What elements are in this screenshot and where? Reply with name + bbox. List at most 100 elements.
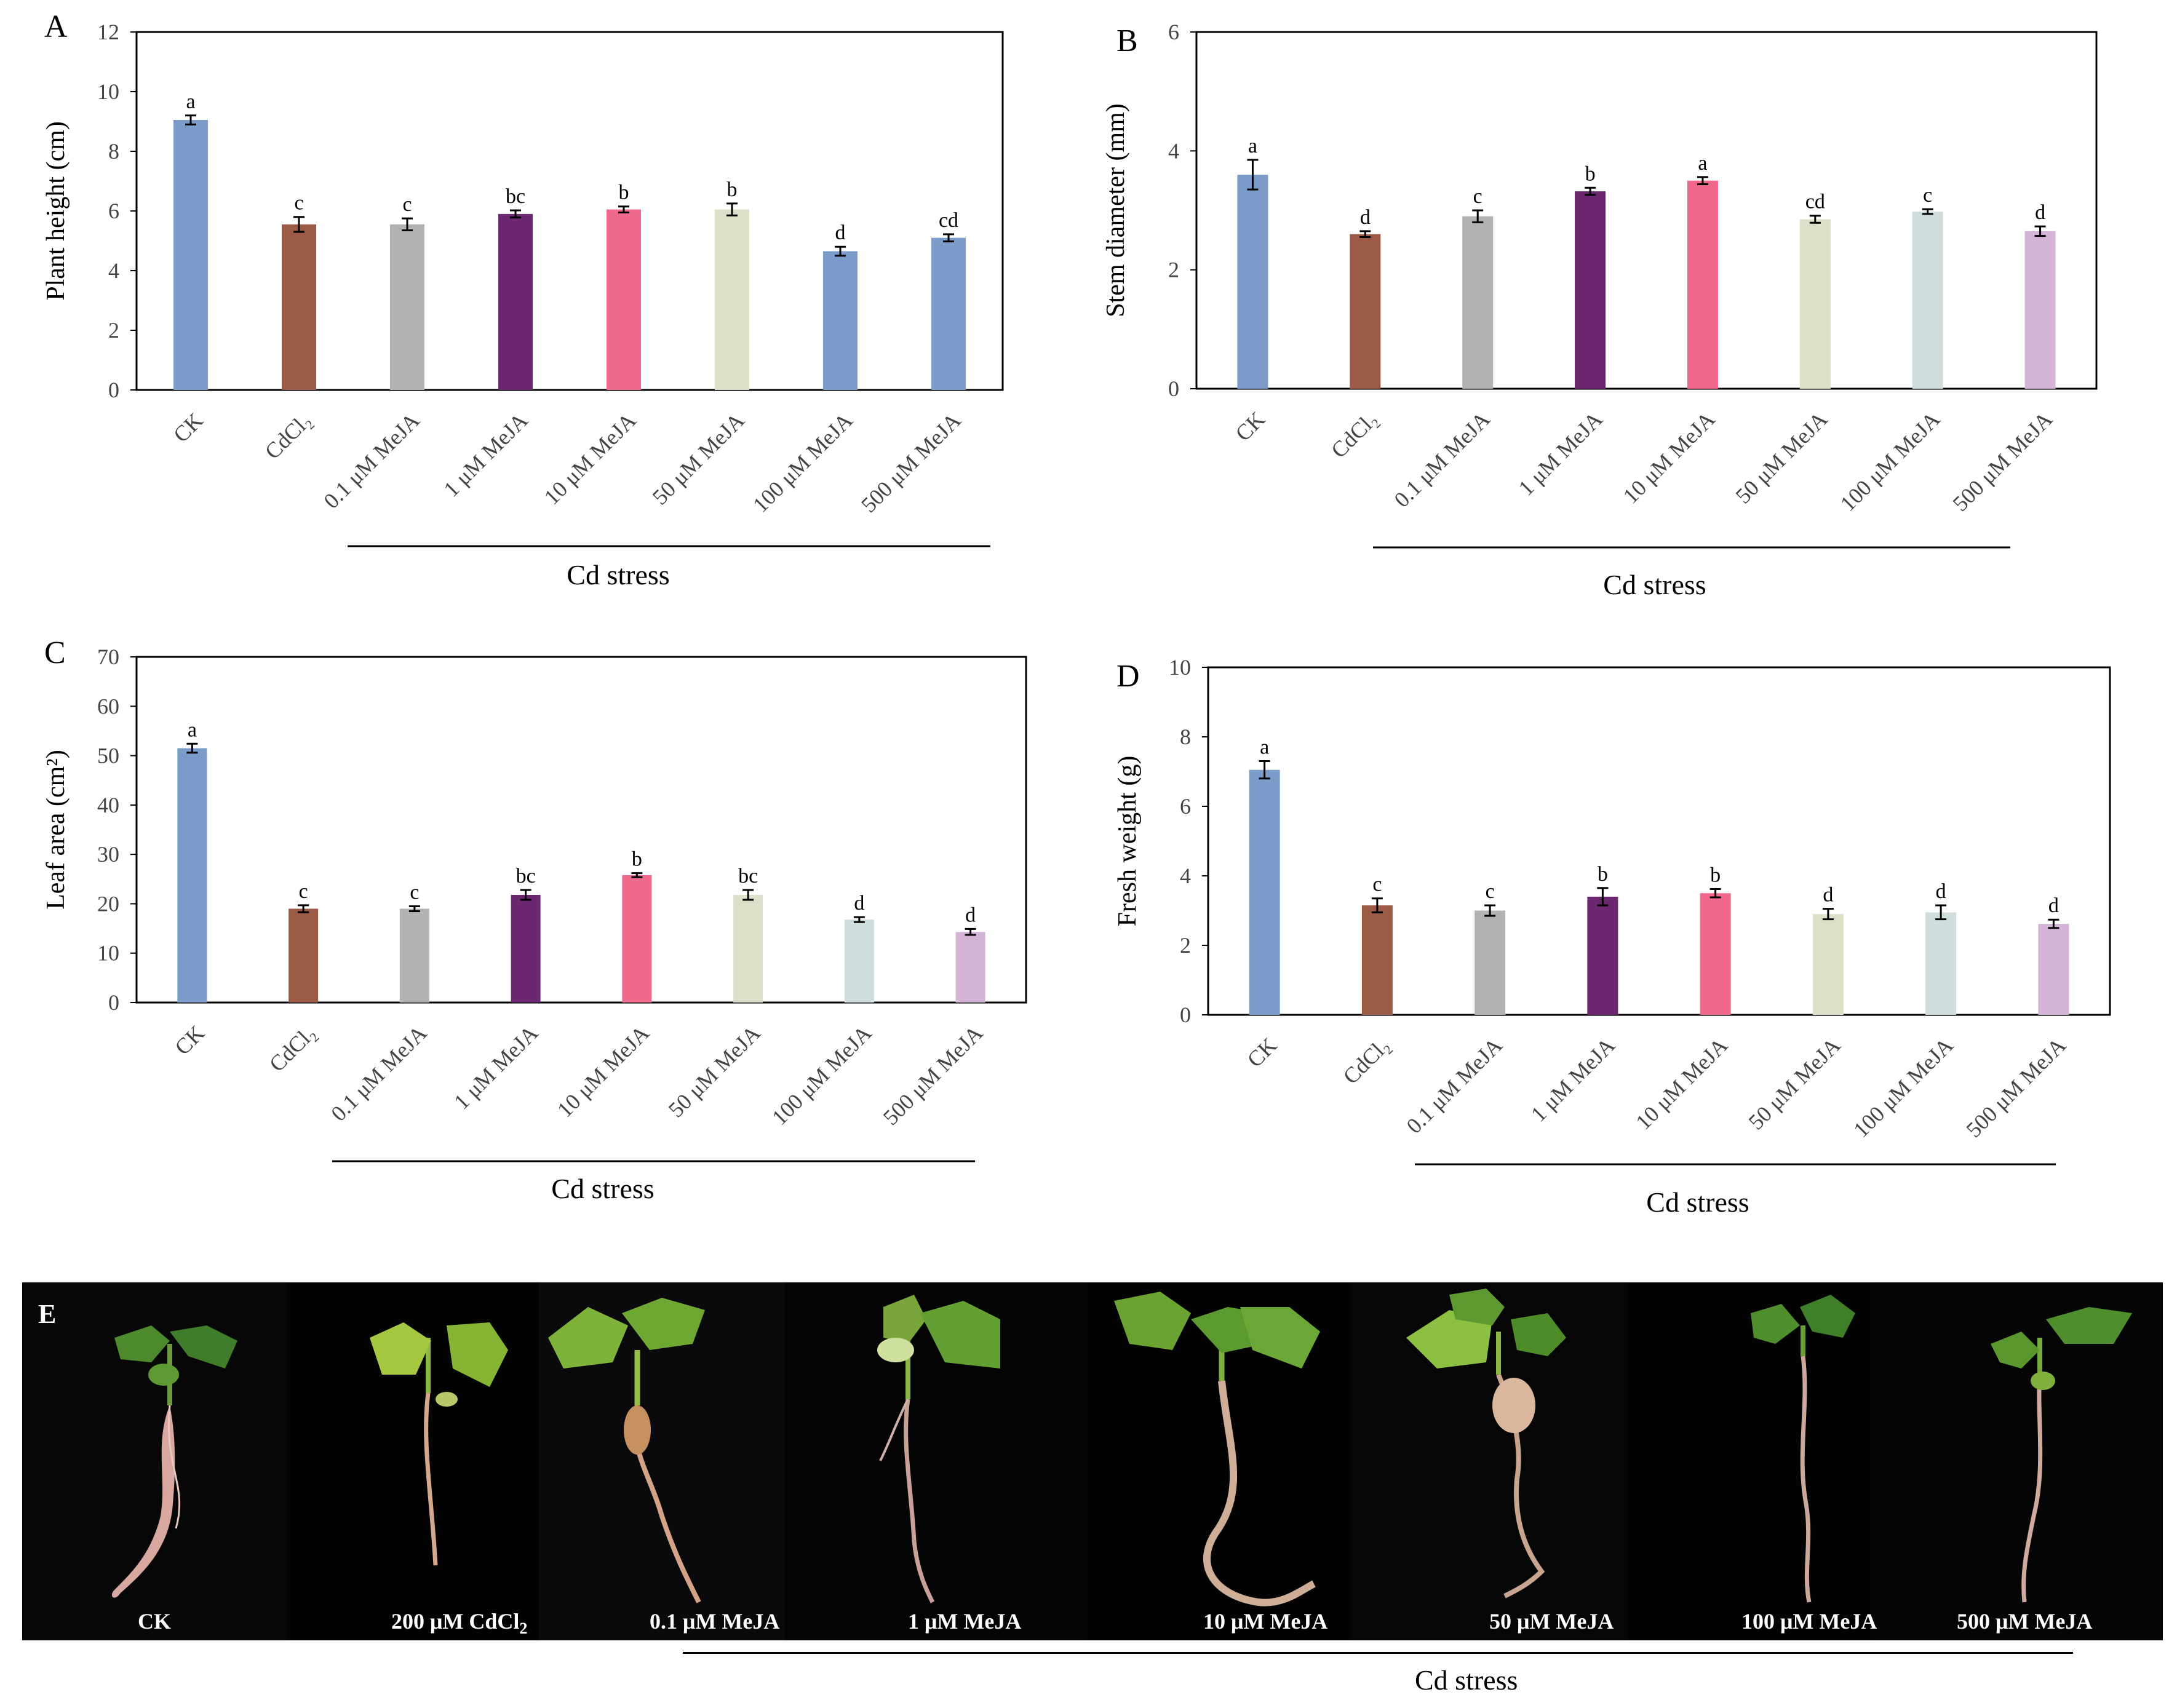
- panel-b-ytick-label: 6: [1168, 20, 1179, 44]
- panel-d-sig-letter-cdcl: c: [1372, 873, 1382, 896]
- panel-d-sig-letter-10-m-meja: b: [1710, 864, 1721, 886]
- panel-a-sig-letter-ck: a: [186, 90, 195, 113]
- panel-e-label: E: [38, 1299, 57, 1329]
- panel-b-bar-100-m-meja: [1912, 211, 1943, 389]
- seedling-photo-meja-50: [1406, 1289, 1566, 1599]
- panel-d-sig-letter-500-m-meja: d: [2048, 894, 2059, 917]
- panel-d-sig-letter-1-m-meja: b: [1598, 863, 1608, 886]
- panel-a-bar-cdcl: [282, 224, 316, 390]
- panel-a-category-label-cdcl: CdCl₂: [260, 408, 316, 464]
- panel-a-ytick-label: 10: [97, 79, 119, 104]
- panel-d-sig-letter-0-1-m-meja: c: [1486, 880, 1495, 903]
- photo-caption-meja-0-1: 0.1 μM MeJA: [650, 1609, 780, 1634]
- panel-d-bar-0-1-m-meja: [1475, 910, 1506, 1015]
- panel-a-group-label: Cd stress: [567, 559, 669, 590]
- panel-d-category-label-cdcl: CdCl₂: [1339, 1033, 1395, 1089]
- panel-b-category-label-cdcl: CdCl₂: [1326, 407, 1382, 463]
- panel-b-category-label-1-m-meja: 1 μM MeJA: [1513, 407, 1607, 500]
- panel-d-ylabel: Fresh weight (g): [1113, 756, 1142, 927]
- panel-d-category-label-ck: CK: [1243, 1033, 1282, 1072]
- panel-a-category-label-500-m-meja: 500 μM MeJA: [856, 408, 966, 517]
- photo-caption-meja-50: 50 μM MeJA: [1489, 1609, 1614, 1634]
- panel-a-sig-letter-100-m-meja: d: [835, 221, 846, 244]
- panel-c-ytick-label: 40: [97, 793, 119, 817]
- panel-d-ytick-label: 10: [1169, 655, 1191, 680]
- panel-d-category-label-10-m-meja: 10 μM MeJA: [1631, 1033, 1732, 1134]
- panel-b-sig-letter-1-m-meja: b: [1585, 162, 1596, 185]
- panel-d-ytick-label: 0: [1180, 1003, 1191, 1027]
- panel-a-ytick-label: 0: [108, 378, 119, 402]
- panel-c-ytick-label: 60: [97, 694, 119, 718]
- panel-d-sig-letter-50-m-meja: d: [1823, 884, 1833, 907]
- panel-b-label: B: [1116, 23, 1138, 58]
- panel-b-bar-500-m-meja: [2024, 231, 2056, 389]
- panel-c-category-label-10-m-meja: 10 μM MeJA: [552, 1020, 654, 1122]
- panel-d-bar-ck: [1249, 769, 1280, 1015]
- panel-b-ylabel: Stem diameter (mm): [1102, 103, 1130, 317]
- panel-c-sig-letter-ck: a: [188, 718, 197, 741]
- panel-a-sig-letter-10-m-meja: b: [619, 181, 629, 204]
- photo-caption-cdcl2-subscript: 2: [519, 1619, 528, 1638]
- panel-b-bar-ck: [1237, 175, 1268, 389]
- panel-c-bar-10-m-meja: [622, 875, 652, 1003]
- seedling-photos: [22, 1282, 2163, 1640]
- panel-c-plot-frame: [135, 656, 1027, 1004]
- seedling-photo-meja-10: [1114, 1292, 1320, 1607]
- photo-caption-meja-10: 10 μM MeJA: [1203, 1609, 1328, 1634]
- panel-d-bar-1-m-meja: [1587, 896, 1618, 1015]
- panel-c-group-label: Cd stress: [551, 1173, 654, 1204]
- panel-d-bar-cdcl: [1361, 905, 1393, 1015]
- panel-d-sig-letter-ck: a: [1260, 736, 1269, 759]
- panel-b-category-label-10-m-meja: 10 μM MeJA: [1618, 407, 1720, 508]
- bar-charts-figure: A 0 2 4 6 8 10 12 Plant height (cm) a CK c CdCl₂ c 0.1…: [42, 9, 2111, 1218]
- panel-d-ytick-label: 2: [1180, 933, 1191, 958]
- panel-c-bar-50-m-meja: [733, 894, 763, 1003]
- panel-a-sig-letter-0-1-m-meja: c: [402, 193, 412, 216]
- panel-b-sig-letter-0-1-m-meja: c: [1473, 185, 1483, 208]
- seedling-photo-cdcl2: [370, 1322, 508, 1566]
- panel-a-ytick-label: 12: [97, 20, 119, 44]
- panel-b-bar-10-m-meja: [1687, 180, 1718, 389]
- panel-c-label: C: [44, 635, 66, 670]
- panel-b-sig-letter-100-m-meja: c: [1923, 184, 1932, 207]
- panel-d-ytick-label: 8: [1180, 725, 1191, 749]
- panel-a-bar-10-m-meja: [607, 209, 641, 390]
- panel-b-category-label-100-m-meja: 100 μM MeJA: [1836, 407, 1945, 516]
- panel-c-bar-100-m-meja: [844, 920, 874, 1003]
- photo-caption-cdcl2-text: 200 μM CdCl: [391, 1609, 520, 1634]
- panel-c-sig-letter-0-1-m-meja: c: [410, 881, 419, 904]
- panel-b-category-label-500-m-meja: 500 μM MeJA: [1948, 407, 2058, 516]
- panel-b-bar-1-m-meja: [1575, 191, 1606, 389]
- panel-d-category-label-50-m-meja: 50 μM MeJA: [1744, 1033, 1845, 1134]
- panel-e-group-line: [683, 1652, 2073, 1654]
- panel-c-category-label-0-1-m-meja: 0.1 μM MeJA: [326, 1020, 431, 1126]
- panel-d-bar-100-m-meja: [1925, 912, 1957, 1015]
- panel-a-ylabel: Plant height (cm): [42, 121, 70, 301]
- panel-b-sig-letter-500-m-meja: d: [2035, 201, 2045, 224]
- panel-c-sig-letter-cdcl: c: [299, 880, 308, 903]
- panel-b-sig-letter-cdcl: d: [1360, 206, 1371, 229]
- seedling-photo-meja-0-1: [548, 1298, 705, 1603]
- panel-d-ytick-label: 4: [1180, 864, 1191, 888]
- photo-caption-meja-1: 1 μM MeJA: [908, 1609, 1022, 1634]
- panel-b-category-label-50-m-meja: 50 μM MeJA: [1730, 407, 1832, 508]
- panel-b-bar-cdcl: [1350, 234, 1381, 389]
- seedling-photo-meja-1: [877, 1295, 1000, 1603]
- panel-c-category-label-100-m-meja: 100 μM MeJA: [767, 1020, 877, 1130]
- panel-c-category-label-1-m-meja: 1 μM MeJA: [449, 1020, 543, 1114]
- panel-a-ytick-label: 4: [108, 258, 119, 283]
- seedling-photo-ck: [111, 1325, 237, 1598]
- panel-a-bar-50-m-meja: [715, 209, 749, 390]
- panel-a-plot-frame: [135, 31, 1004, 391]
- panel-c-ytick-label: 20: [97, 891, 119, 916]
- panel-a-sig-letter-50-m-meja: b: [727, 178, 738, 201]
- panel-d-ytick-label: 6: [1180, 794, 1191, 819]
- panel-a-ytick-label: 6: [108, 199, 119, 223]
- panel-c-sig-letter-10-m-meja: b: [632, 848, 642, 871]
- panel-b-group-label: Cd stress: [1603, 569, 1706, 600]
- panel-b-ytick-label: 2: [1168, 258, 1179, 282]
- panel-a-ytick-label: 8: [108, 139, 119, 164]
- panel-b-ytick-label: 4: [1168, 138, 1179, 163]
- panel-e-group-label: Cd stress: [1415, 1664, 1518, 1696]
- panel-d-label: D: [1116, 659, 1140, 694]
